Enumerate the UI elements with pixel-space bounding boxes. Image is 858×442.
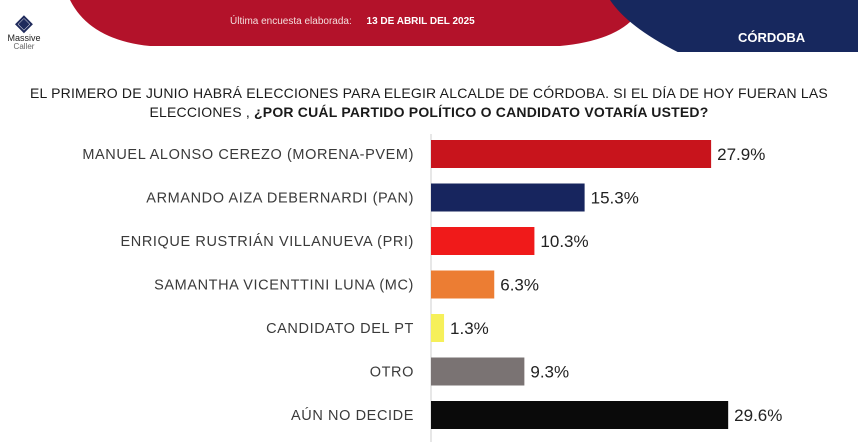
value-label: 6.3% [500,276,539,295]
brand-sub: Caller [13,42,35,51]
survey-question: EL PRIMERO DE JUNIO HABRÁ ELECCIONES PAR… [10,84,848,122]
value-label: 15.3% [591,189,639,208]
bar [431,401,729,429]
survey-label: Última encuesta elaborada: [230,16,352,27]
bar [431,227,535,255]
bar [431,183,585,212]
value-label: 10.3% [540,232,588,251]
value-label: 29.6% [734,406,782,425]
category-label: CANDIDATO DEL PT [266,321,414,337]
category-label: MANUEL ALONSO CEREZO (MORENA-PVEM) [82,147,414,163]
value-label: 27.9% [717,145,765,164]
category-label: ARMANDO AIZA DEBERNARDI (PAN) [146,191,414,207]
massive-caller-logo: ◈ Massive Caller [4,12,44,51]
category-label: ENRIQUE RUSTRIÁN VILLANUEVA (PRI) [121,233,414,250]
value-label: 1.3% [450,319,489,338]
bar [431,357,525,386]
question-line-1: EL PRIMERO DE JUNIO HABRÁ ELECCIONES PAR… [30,85,828,120]
region-label: CÓRDOBA [738,30,806,45]
brand-name: Massive [7,33,41,43]
bar [431,314,445,342]
survey-date-line: Última encuesta elaborada: 13 DE ABRIL D… [230,16,475,27]
category-label: SAMANTHA VICENTTINI LUNA (MC) [154,278,414,294]
bar [431,140,712,168]
value-label: 9.3% [530,363,569,382]
logo-icon: ◈ [15,10,33,35]
bar [431,270,495,299]
category-label: AÚN NO DECIDE [291,407,414,424]
question-line-2: ¿POR CUÁL PARTIDO POLÍTICO O CANDIDATO V… [254,104,709,120]
survey-date: 13 DE ABRIL DEL 2025 [366,16,475,27]
category-label: OTRO [370,365,414,381]
header-banner [0,0,858,52]
header-shapes [70,0,858,52]
